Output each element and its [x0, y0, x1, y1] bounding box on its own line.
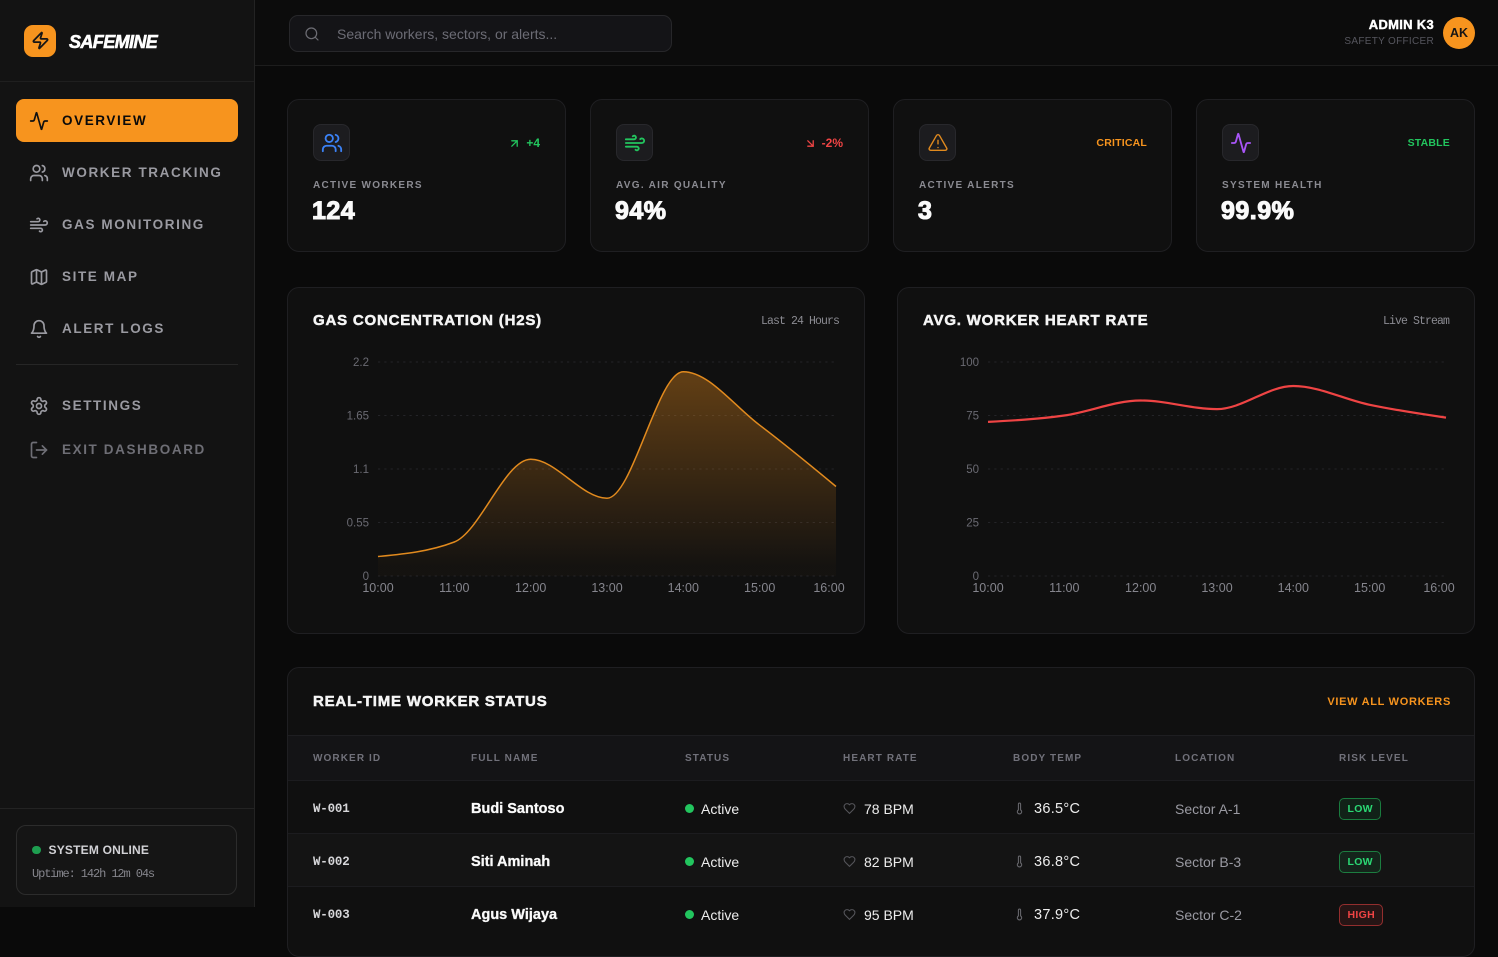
svg-text:14:00: 14:00: [668, 581, 699, 595]
svg-text:16:00: 16:00: [1423, 581, 1454, 595]
svg-text:13:00: 13:00: [1201, 581, 1232, 595]
svg-text:25: 25: [966, 518, 979, 530]
svg-text:15:00: 15:00: [1354, 581, 1385, 595]
svg-text:16:00: 16:00: [813, 581, 844, 595]
svg-text:15:00: 15:00: [744, 581, 775, 595]
svg-text:12:00: 12:00: [1125, 581, 1156, 595]
svg-text:1.1: 1.1: [353, 464, 369, 476]
svg-text:75: 75: [966, 411, 979, 423]
svg-text:12:00: 12:00: [515, 581, 546, 595]
svg-text:11:00: 11:00: [439, 581, 469, 595]
svg-text:13:00: 13:00: [591, 581, 622, 595]
svg-text:50: 50: [966, 464, 979, 476]
svg-text:2.2: 2.2: [353, 357, 369, 369]
svg-text:0: 0: [363, 571, 369, 583]
svg-text:1.65: 1.65: [347, 411, 369, 423]
svg-text:100: 100: [960, 357, 979, 369]
svg-text:10:00: 10:00: [362, 581, 393, 595]
svg-text:11:00: 11:00: [1049, 581, 1079, 595]
svg-text:10:00: 10:00: [972, 581, 1003, 595]
svg-text:0: 0: [973, 571, 979, 583]
svg-text:0.55: 0.55: [347, 518, 369, 530]
svg-text:14:00: 14:00: [1278, 581, 1309, 595]
